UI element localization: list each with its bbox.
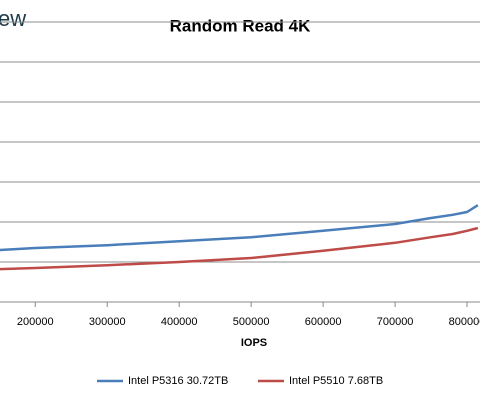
series-line xyxy=(0,226,479,271)
chart-title: Random Read 4K xyxy=(170,16,311,35)
series-line xyxy=(0,204,479,252)
x-axis-title: IOPS xyxy=(241,337,267,349)
x-tick-label: 800000 xyxy=(449,316,480,328)
x-tick-label: 300000 xyxy=(89,316,126,328)
legend-label: Intel P5316 30.72TB xyxy=(128,375,228,387)
x-tick-label: 500000 xyxy=(233,316,270,328)
x-tick-label: 700000 xyxy=(377,316,414,328)
x-tick-label: 400000 xyxy=(161,316,198,328)
x-tick-label: 600000 xyxy=(305,316,342,328)
x-tick-label: 200000 xyxy=(17,316,54,328)
watermark: ew xyxy=(0,6,26,31)
legend-label: Intel P5510 7.68TB xyxy=(289,375,383,387)
